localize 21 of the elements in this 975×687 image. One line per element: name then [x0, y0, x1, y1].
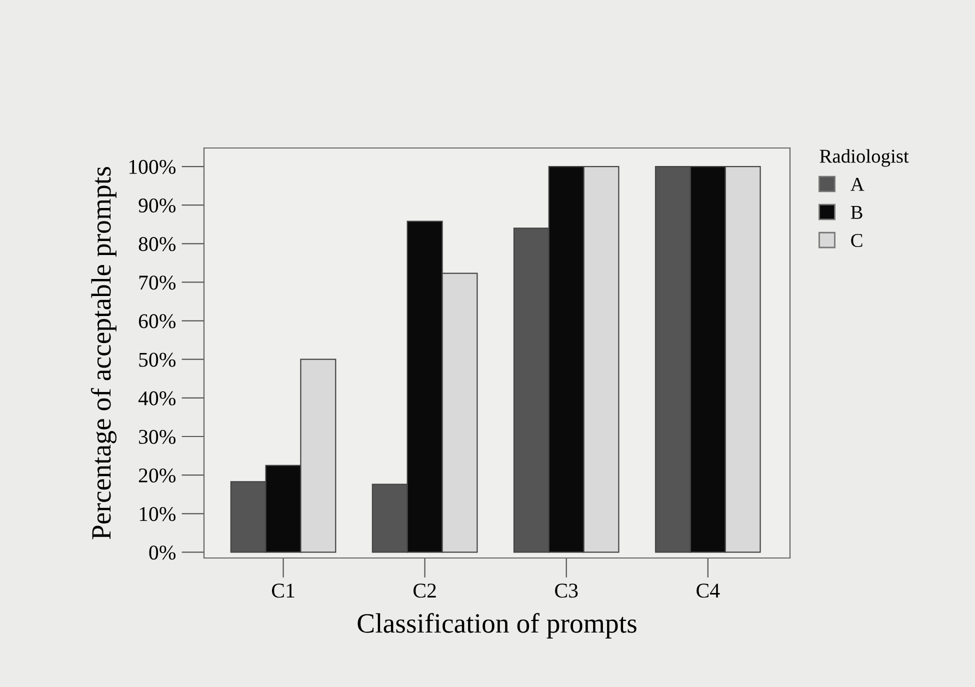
y-tick-label: 30%	[139, 430, 176, 444]
y-tick-label: 50%	[139, 352, 176, 367]
y-tick-label: 60%	[138, 314, 176, 328]
x-axis-title: Classification of prompts	[358, 613, 636, 638]
y-axis-title: Percentage of acceptable prompts	[90, 166, 117, 540]
x-tick-label: C4	[696, 584, 720, 598]
y-tick-label: 10%	[140, 507, 176, 522]
legend-label: A	[850, 178, 864, 191]
y-tick-label: 70%	[139, 276, 176, 290]
y-tick-label: 80%	[138, 237, 176, 252]
x-tick-label: C1	[272, 584, 294, 598]
x-tick-label: C3	[555, 584, 578, 598]
legend-label: C	[851, 234, 862, 248]
y-tick-label: 20%	[138, 468, 176, 483]
y-tick-label: 90%	[138, 198, 176, 213]
x-tick-label: C2	[414, 584, 436, 598]
legend-label: B	[850, 206, 862, 219]
y-tick-label: 40%	[138, 391, 176, 406]
y-tick-label: 0%	[149, 546, 176, 560]
y-tick-label: 100%	[129, 160, 176, 174]
legend-title: Radiologist	[820, 149, 909, 167]
